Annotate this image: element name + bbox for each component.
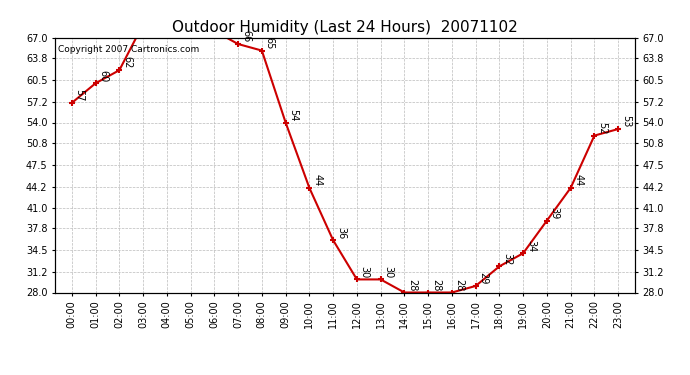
Text: 60: 60	[99, 70, 108, 82]
Text: Copyright 2007 Cartronics.com: Copyright 2007 Cartronics.com	[58, 45, 199, 54]
Text: 30: 30	[384, 266, 393, 278]
Text: 66: 66	[241, 30, 251, 43]
Text: 39: 39	[550, 207, 560, 219]
Text: 44: 44	[312, 174, 322, 186]
Text: 68: 68	[0, 374, 1, 375]
Text: 34: 34	[526, 240, 536, 252]
Text: 28: 28	[407, 279, 417, 291]
Text: 36: 36	[336, 226, 346, 239]
Text: 57: 57	[75, 89, 85, 102]
Text: 52: 52	[598, 122, 607, 134]
Text: 32: 32	[502, 253, 512, 265]
Text: 29: 29	[478, 272, 489, 285]
Title: Outdoor Humidity (Last 24 Hours)  20071102: Outdoor Humidity (Last 24 Hours) 2007110…	[172, 20, 518, 35]
Text: 69: 69	[0, 374, 1, 375]
Text: 28: 28	[431, 279, 441, 291]
Text: 71: 71	[0, 374, 1, 375]
Text: 62: 62	[122, 56, 132, 69]
Text: 44: 44	[573, 174, 584, 186]
Text: 69: 69	[0, 374, 1, 375]
Text: 30: 30	[359, 266, 370, 278]
Text: 65: 65	[265, 37, 275, 49]
Text: 54: 54	[288, 109, 298, 121]
Text: 53: 53	[621, 115, 631, 128]
Text: 28: 28	[455, 279, 464, 291]
